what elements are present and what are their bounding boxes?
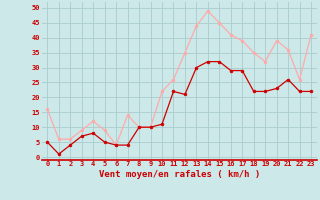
X-axis label: Vent moyen/en rafales ( km/h ): Vent moyen/en rafales ( km/h ) — [99, 170, 260, 179]
